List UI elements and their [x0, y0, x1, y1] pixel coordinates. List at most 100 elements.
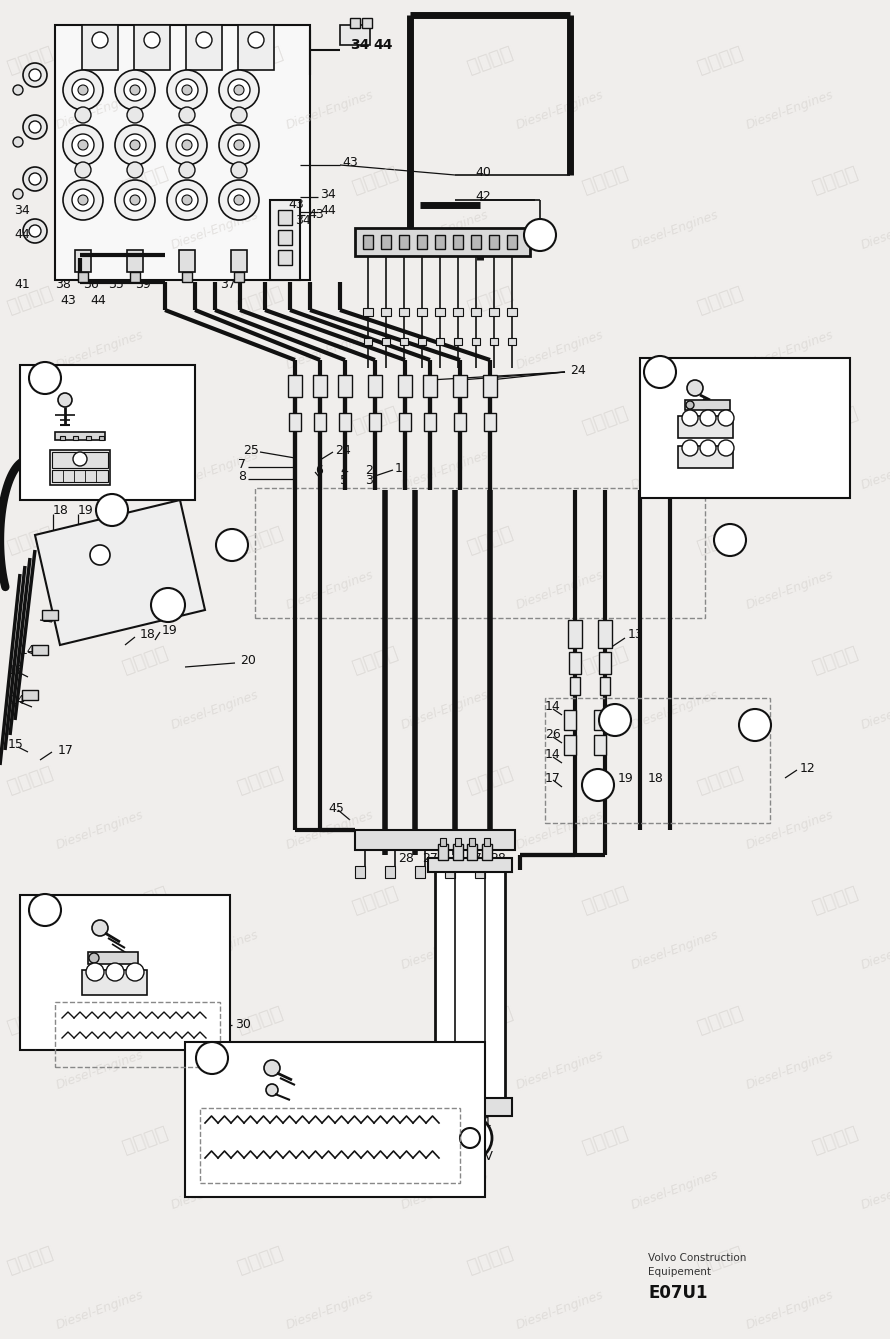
Bar [400, 337, 408, 345]
Text: 15: 15 [8, 739, 24, 751]
Circle shape [75, 107, 91, 123]
Text: 14: 14 [20, 644, 36, 656]
Text: 34: 34 [320, 189, 336, 201]
Bar [490, 337, 498, 345]
Text: 6: 6 [315, 463, 323, 477]
Text: Diesel-Engines: Diesel-Engines [514, 809, 605, 852]
Text: 29: 29 [748, 446, 764, 458]
Text: 聚发动力: 聚发动力 [4, 524, 55, 557]
Bar [598, 620, 612, 648]
Text: Diesel-Engines: Diesel-Engines [54, 809, 146, 852]
Text: Diesel-Engines: Diesel-Engines [54, 1048, 146, 1091]
Bar [200, 1107, 460, 1182]
Text: 39: 39 [135, 279, 150, 292]
Text: 4: 4 [340, 463, 348, 477]
Bar [86, 437, 91, 441]
Text: 34: 34 [295, 213, 311, 226]
Text: 11: 11 [748, 379, 764, 391]
Text: Diesel-Engines: Diesel-Engines [744, 1048, 836, 1091]
Text: 聚发动力: 聚发动力 [119, 163, 170, 197]
Text: 19: 19 [162, 624, 178, 636]
Circle shape [72, 79, 94, 100]
Bar [382, 337, 390, 345]
Bar [20, 894, 230, 1050]
Text: C: C [535, 228, 545, 242]
Circle shape [644, 356, 676, 388]
Circle shape [92, 920, 108, 936]
Circle shape [86, 963, 104, 981]
Circle shape [130, 141, 140, 150]
Bar [415, 866, 425, 878]
Bar [685, 400, 730, 410]
Text: 32: 32 [341, 1066, 357, 1078]
Text: 27: 27 [422, 852, 438, 865]
Bar [185, 1042, 485, 1197]
Text: 聚发动力: 聚发动力 [235, 1243, 286, 1277]
Bar [82, 25, 118, 70]
Text: 聚发动力: 聚发动力 [350, 1123, 401, 1157]
Text: 34: 34 [14, 204, 29, 217]
Text: 28: 28 [398, 852, 414, 865]
Text: B: B [40, 902, 51, 917]
Text: Diesel-Engines: Diesel-Engines [744, 809, 836, 852]
Circle shape [167, 70, 207, 110]
Circle shape [167, 179, 207, 220]
Text: Diesel-Engines: Diesel-Engines [54, 328, 146, 372]
Bar [381, 308, 391, 316]
Text: Diesel-Engines: Diesel-Engines [169, 688, 261, 732]
Text: 聚发动力: 聚发动力 [695, 1003, 745, 1036]
Circle shape [144, 32, 160, 48]
Circle shape [228, 189, 250, 212]
Text: Diesel-Engines: Diesel-Engines [285, 1048, 376, 1091]
Text: Diesel-Engines: Diesel-Engines [629, 928, 721, 972]
Circle shape [714, 524, 746, 556]
Text: 43: 43 [288, 198, 303, 212]
Text: 聚发动力: 聚发动力 [465, 43, 515, 76]
Bar [454, 337, 462, 345]
Circle shape [90, 545, 110, 565]
Circle shape [29, 173, 41, 185]
Circle shape [126, 963, 144, 981]
Text: 44: 44 [14, 229, 29, 241]
Text: 23: 23 [118, 403, 134, 416]
Bar [599, 652, 611, 674]
Text: Diesel-Engines: Diesel-Engines [400, 208, 490, 252]
Text: 聚发动力: 聚发动力 [695, 283, 745, 317]
Text: 17: 17 [42, 612, 58, 624]
Circle shape [106, 963, 124, 981]
Bar [469, 838, 475, 846]
Circle shape [248, 32, 264, 48]
Text: 聚发动力: 聚发动力 [235, 43, 286, 76]
Circle shape [196, 1042, 228, 1074]
Bar [471, 236, 481, 249]
Bar [22, 690, 38, 700]
Circle shape [23, 167, 47, 191]
Text: 44: 44 [90, 293, 106, 307]
Bar [234, 272, 244, 283]
Text: 聚发动力: 聚发动力 [465, 763, 515, 797]
Text: 33: 33 [341, 1086, 357, 1099]
Text: Diesel-Engines: Diesel-Engines [744, 88, 836, 133]
Text: 41: 41 [14, 279, 29, 292]
Text: 18: 18 [140, 628, 156, 641]
Bar [423, 375, 437, 396]
Text: Diesel-Engines: Diesel-Engines [629, 208, 721, 252]
Bar [467, 844, 477, 860]
Bar [453, 844, 463, 860]
Text: 聚发动力: 聚发动力 [235, 763, 286, 797]
Text: 聚发动力: 聚发动力 [579, 882, 630, 917]
Circle shape [29, 894, 61, 927]
Bar [130, 272, 140, 283]
Text: 聚发动力: 聚发动力 [810, 882, 861, 917]
Circle shape [151, 588, 185, 623]
Bar [278, 230, 292, 245]
Circle shape [115, 125, 155, 165]
Circle shape [58, 394, 72, 407]
Circle shape [29, 362, 61, 394]
Text: 聚发动力: 聚发动力 [350, 643, 401, 678]
Text: 聚发动力: 聚发动力 [465, 1243, 515, 1277]
Text: Diesel-Engines: Diesel-Engines [629, 688, 721, 732]
Text: Diesel-Engines: Diesel-Engines [169, 208, 261, 252]
Text: 10: 10 [161, 952, 177, 964]
Bar [484, 838, 490, 846]
